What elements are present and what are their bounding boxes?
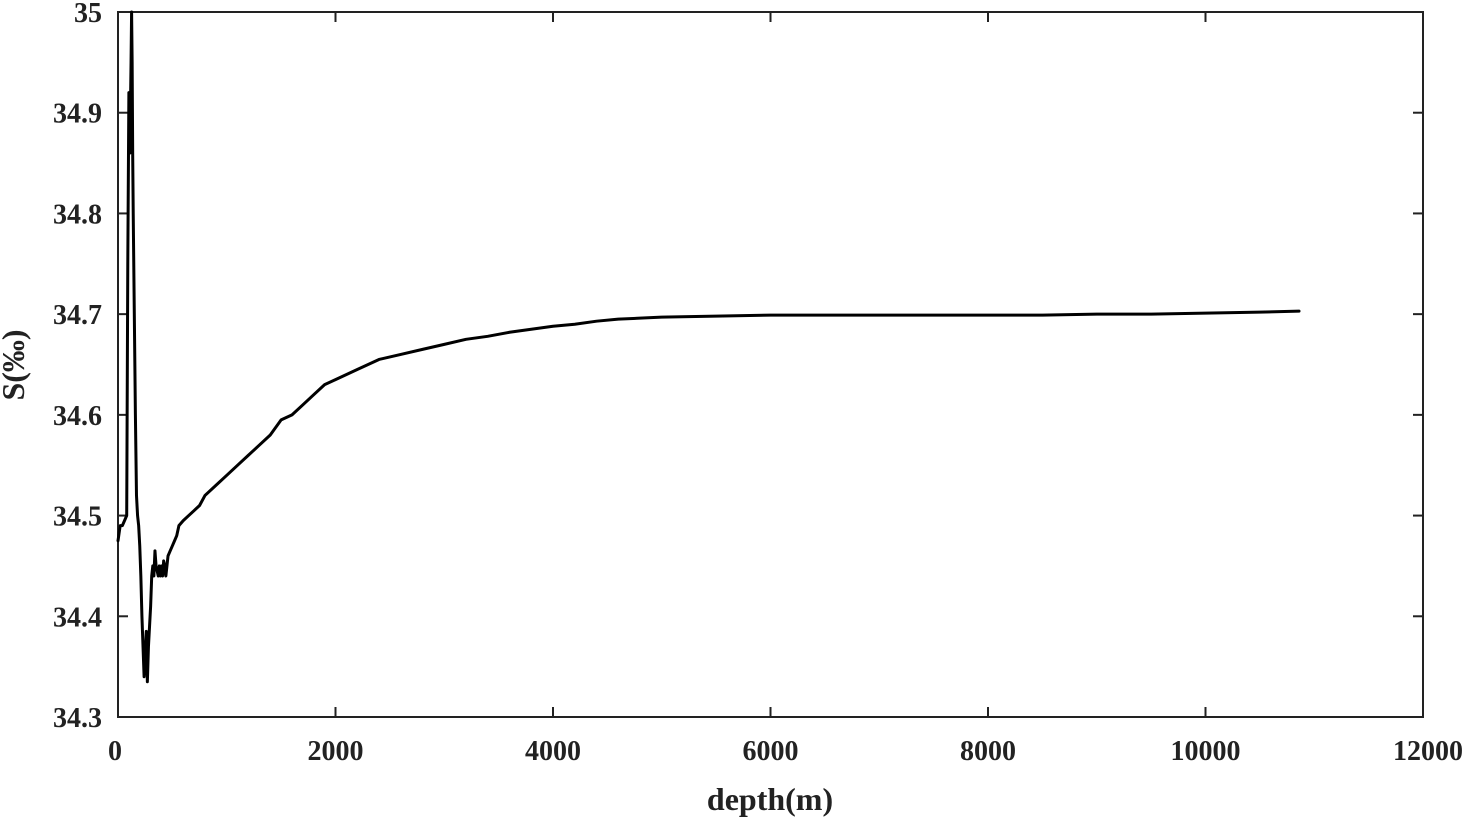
y-tick-label: 34.3	[53, 703, 102, 734]
y-tick-label: 35	[74, 0, 102, 29]
x-tick-label: 6000	[743, 736, 799, 767]
y-tick-label: 34.5	[53, 502, 102, 533]
y-tick-label: 34.4	[53, 602, 102, 633]
x-tick-label: 4000	[525, 736, 581, 767]
y-axis-title: S(‰)	[0, 329, 31, 400]
x-tick-label: 0	[108, 736, 122, 767]
plot-area	[117, 11, 1424, 718]
x-tick-label: 2000	[308, 736, 364, 767]
x-axis-title: depth(m)	[707, 781, 833, 817]
series-line	[116, 10, 1301, 684]
x-tick-label: 12000	[1393, 736, 1463, 767]
x-tick-label: 10000	[1171, 736, 1241, 767]
x-tick-labels: 0 2000 4000 6000 8000 10000 12000	[108, 736, 1463, 767]
x-tick-label: 8000	[960, 736, 1016, 767]
y-tick-label: 34.7	[53, 300, 102, 331]
y-tick-label: 34.6	[53, 401, 102, 432]
y-tick-label: 34.8	[53, 199, 102, 230]
y-tick-labels: 34.3 34.4 34.5 34.6 34.7 34.8 34.9 35	[53, 0, 102, 734]
y-tick-label: 34.9	[53, 99, 102, 130]
